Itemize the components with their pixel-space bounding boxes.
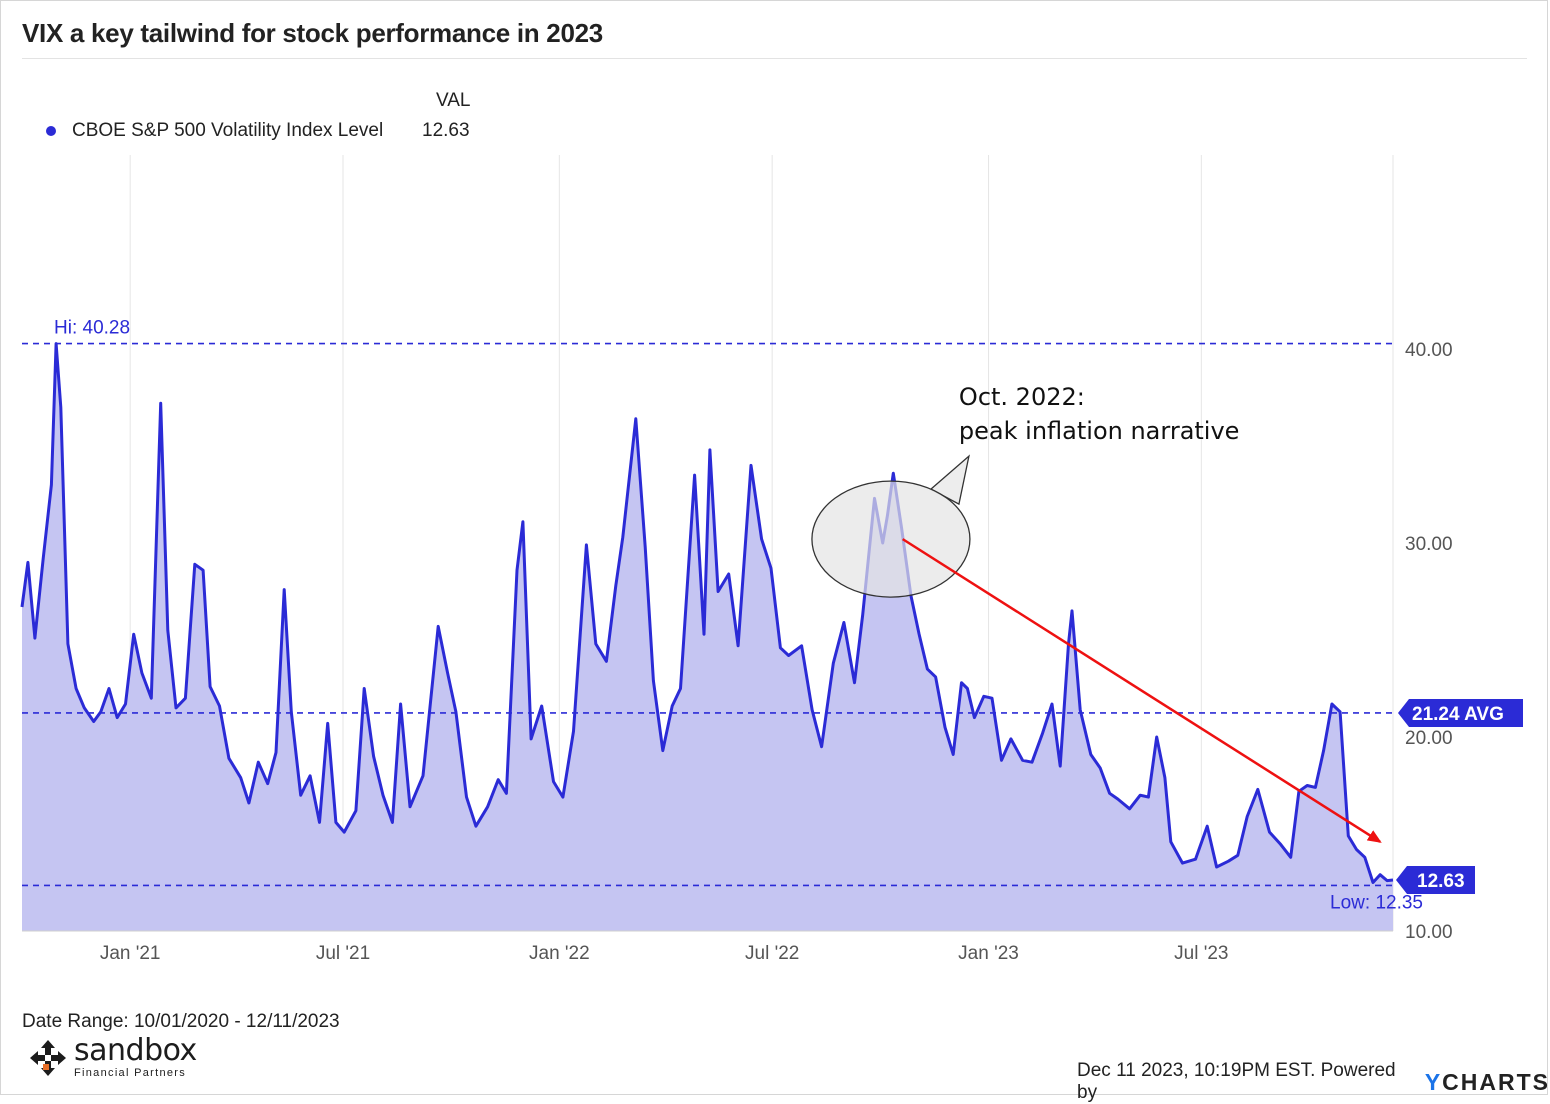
- legend-item[interactable]: CBOE S&P 500 Volatility Index Level: [46, 120, 383, 142]
- callout-bubble: [811, 454, 971, 598]
- ycharts-y-mark: Y: [1424, 1068, 1443, 1095]
- callout-text-line1: Oct. 2022:: [959, 383, 1085, 411]
- footer-stamp: Dec 11 2023, 10:19PM EST. Powered by YCH…: [1077, 1060, 1550, 1104]
- legend-series-value: 12.63: [422, 120, 470, 141]
- y-tick-label: 20.00: [1405, 728, 1453, 749]
- y-tick-label: 30.00: [1405, 534, 1453, 555]
- high-label: Hi: 40.28: [54, 318, 130, 339]
- move-arrows-icon: [30, 1039, 66, 1076]
- x-tick-label: Jul '22: [745, 943, 799, 964]
- y-tick-label: 10.00: [1405, 922, 1453, 943]
- series-area-fill: [22, 343, 1393, 932]
- date-range: Date Range: 10/01/2020 - 12/11/2023: [22, 1011, 340, 1032]
- average-badge: 21.24 AVG: [1398, 698, 1523, 727]
- logo-subtitle: Financial Partners: [74, 1067, 187, 1079]
- x-tick-label: Jan '22: [529, 943, 590, 964]
- legend-dot-icon: [46, 126, 56, 136]
- title-divider: [22, 58, 1527, 59]
- x-tick-label: Jan '23: [958, 943, 1019, 964]
- legend-series-name: CBOE S&P 500 Volatility Index Level: [72, 120, 384, 141]
- last-value-badge: 12.63: [1396, 865, 1475, 894]
- timestamp-text: Dec 11 2023, 10:19PM EST. Powered by: [1077, 1060, 1396, 1103]
- callout-text-line2: peak inflation narrative: [959, 417, 1240, 445]
- logo-name: sandbox: [74, 1033, 197, 1068]
- last-value-badge-label: 12.63: [1417, 871, 1465, 892]
- average-badge-label: 21.24 AVG: [1412, 704, 1504, 725]
- chart-title: VIX a key tailwind for stock performance…: [22, 18, 603, 48]
- average-badge-shape: [1398, 698, 1523, 727]
- x-tick-label: Jul '23: [1174, 943, 1228, 964]
- ycharts-wordmark: CHARTS: [1442, 1068, 1550, 1095]
- y-tick-label: 40.00: [1405, 340, 1453, 361]
- sandbox-logo: sandbox Financial Partners: [28, 1036, 197, 1079]
- trend-arrow: [902, 538, 1382, 843]
- callout-ellipse: [811, 480, 971, 598]
- low-label: Low: 12.35: [1330, 892, 1423, 913]
- ycharts-logo[interactable]: YCHARTS: [1425, 1069, 1550, 1096]
- legend-column-header: VAL: [436, 90, 471, 111]
- last-value-badge-shape: [1396, 865, 1475, 894]
- series-line: [20, 342, 1394, 884]
- x-tick-label: Jan '21: [100, 943, 161, 964]
- x-tick-label: Jul '21: [316, 943, 370, 964]
